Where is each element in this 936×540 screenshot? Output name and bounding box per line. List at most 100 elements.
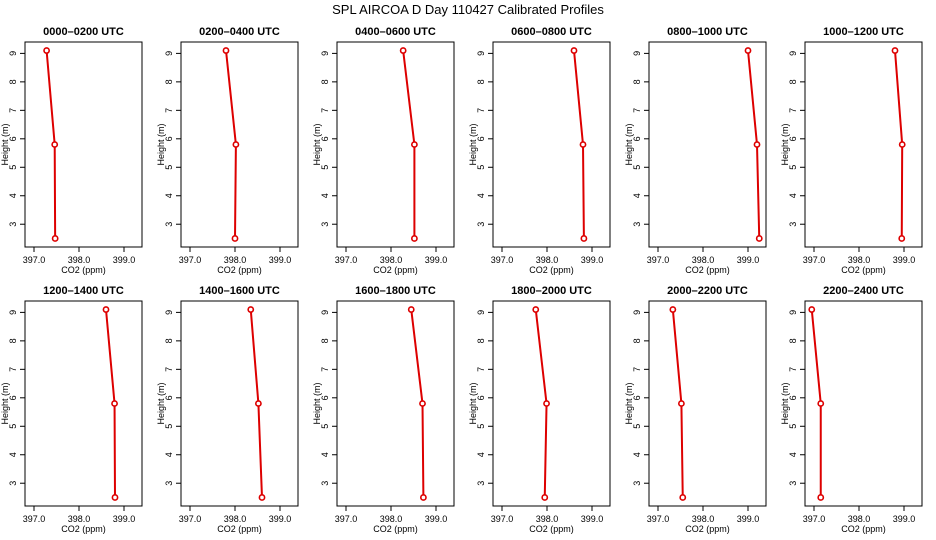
data-point: [43, 47, 50, 54]
y-tick-label: 3: [8, 222, 18, 227]
plot-frame: [336, 41, 455, 248]
x-axis-label: CO2 (ppm): [685, 524, 730, 534]
x-tick-label: 397.0: [335, 514, 358, 524]
y-tick-label: 9: [788, 310, 798, 315]
panel-3: 0400–0600 UTC 397.0 398.0 399.0 3 4 5 6 7 8 9 CO2 (…: [312, 26, 455, 275]
plot-frame: [648, 300, 767, 507]
y-tick-label: 7: [632, 108, 642, 113]
y-tick-label: 8: [320, 338, 330, 343]
data-point: [258, 494, 266, 501]
x-tick-label: 397.0: [23, 255, 46, 265]
panel-5: 0800–1000 UTC 397.0 398.0 399.0 3 4 5 6 7 8 9 CO2 (…: [624, 26, 767, 275]
y-axis-label: Height (m): [156, 382, 166, 424]
y-tick-label: 9: [164, 310, 174, 315]
y-tick-label: 8: [8, 338, 18, 343]
panel-title: 2200–2400 UTC: [823, 285, 904, 297]
y-tick-label: 6: [632, 395, 642, 400]
panel-7: 1200–1400 UTC 397.0 398.0 399.0 3 4 5 6 7 8 9 CO2 (…: [0, 285, 143, 534]
y-tick-label: 7: [8, 108, 18, 113]
y-tick-label: 4: [632, 193, 642, 198]
x-tick-label: 399.0: [581, 514, 604, 524]
x-tick-label: 398.0: [848, 255, 871, 265]
panel-2: 0200–0400 UTC 397.0 398.0 399.0 3 4 5 6 7 8 9 CO2 (…: [156, 26, 299, 275]
y-tick-label: 9: [476, 310, 486, 315]
x-tick-label: 397.0: [647, 255, 670, 265]
panel-title: 0400–0600 UTC: [355, 26, 436, 38]
x-tick-label: 397.0: [179, 514, 202, 524]
x-axis-label: CO2 (ppm): [217, 524, 262, 534]
data-point: [410, 235, 418, 242]
data-point: [419, 494, 427, 501]
y-tick-label: 4: [476, 452, 486, 457]
x-tick-label: 398.0: [536, 514, 559, 524]
panel-title: 1200–1400 UTC: [43, 285, 124, 297]
y-tick-label: 6: [8, 395, 18, 400]
y-tick-label: 3: [632, 481, 642, 486]
y-tick-label: 8: [320, 79, 330, 84]
plot-frame: [24, 41, 143, 248]
panel-12: 2200–2400 UTC 397.0 398.0 399.0 3 4 5 6 7 8 9 CO2 (…: [780, 285, 923, 534]
x-axis-label: CO2 (ppm): [217, 265, 262, 275]
y-tick-label: 9: [320, 310, 330, 315]
y-tick-label: 6: [788, 136, 798, 141]
x-tick-label: 397.0: [335, 255, 358, 265]
x-tick-label: 399.0: [425, 255, 448, 265]
data-point: [679, 494, 687, 501]
x-tick-label: 399.0: [269, 255, 292, 265]
y-tick-label: 7: [788, 367, 798, 372]
x-axis-label: CO2 (ppm): [841, 524, 886, 534]
y-tick-label: 9: [8, 51, 18, 56]
y-tick-label: 5: [8, 165, 18, 170]
data-point: [232, 141, 240, 148]
y-tick-label: 6: [164, 136, 174, 141]
y-tick-label: 9: [164, 51, 174, 56]
page-title: SPL AIRCOA D Day 110427 Calibrated Profi…: [332, 2, 604, 17]
data-point: [419, 400, 426, 407]
panel-title: 0200–0400 UTC: [199, 26, 280, 38]
y-tick-label: 3: [320, 222, 330, 227]
y-tick-label: 9: [632, 51, 642, 56]
data-point: [744, 47, 752, 54]
data-point: [669, 306, 677, 313]
y-tick-label: 6: [320, 136, 330, 141]
data-point: [753, 141, 761, 148]
x-tick-label: 397.0: [491, 514, 514, 524]
y-tick-label: 6: [476, 136, 486, 141]
y-tick-label: 9: [632, 310, 642, 315]
panel-title: 1400–1600 UTC: [199, 285, 280, 297]
x-tick-label: 398.0: [692, 255, 715, 265]
y-tick-label: 4: [788, 452, 798, 457]
x-tick-label: 398.0: [692, 514, 715, 524]
plot-frame: [180, 41, 299, 248]
data-point: [102, 306, 110, 313]
y-tick-label: 8: [164, 338, 174, 343]
plot-frame: [804, 41, 923, 248]
x-axis-label: CO2 (ppm): [373, 265, 418, 275]
data-point: [543, 400, 550, 407]
panel-10: 1800–2000 UTC 397.0 398.0 399.0 3 4 5 6 7 8 9 CO2 (…: [468, 285, 611, 534]
plot-frame: [804, 300, 923, 507]
panel-title: 1600–1800 UTC: [355, 285, 436, 297]
panel-1: 0000–0200 UTC 397.0 398.0 399.0 3 4 5 6 7 8 9 CO2 (…: [0, 26, 143, 275]
y-tick-label: 8: [788, 79, 798, 84]
panel-4: 0600–0800 UTC 397.0 398.0 399.0 3 4 5 6 7 8 9 CO2 (…: [468, 26, 611, 275]
y-tick-label: 6: [632, 136, 642, 141]
data-point: [755, 235, 763, 242]
x-tick-label: 398.0: [380, 514, 403, 524]
y-tick-label: 5: [788, 424, 798, 429]
x-tick-label: 397.0: [803, 514, 826, 524]
y-tick-label: 8: [164, 79, 174, 84]
x-tick-label: 399.0: [269, 514, 292, 524]
x-tick-label: 399.0: [893, 514, 916, 524]
y-tick-label: 5: [164, 424, 174, 429]
y-tick-label: 5: [476, 165, 486, 170]
x-tick-label: 398.0: [380, 255, 403, 265]
data-point: [532, 306, 540, 313]
y-axis-label: Height (m): [468, 123, 478, 165]
y-tick-label: 3: [320, 481, 330, 486]
y-tick-label: 8: [788, 338, 798, 343]
y-tick-label: 5: [164, 165, 174, 170]
x-tick-label: 398.0: [68, 514, 91, 524]
x-tick-label: 397.0: [647, 514, 670, 524]
